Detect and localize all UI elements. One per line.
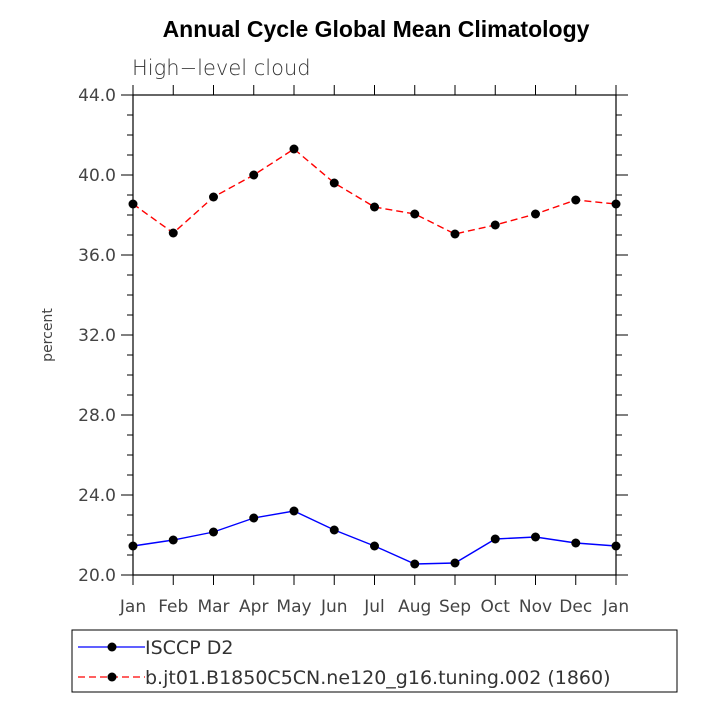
data-point-series-1 — [209, 192, 218, 202]
data-point-series-1 — [168, 228, 178, 238]
chart-subtitle: High−level cloud — [132, 56, 311, 80]
x-tick-label: Apr — [239, 597, 268, 617]
data-point-series-1 — [370, 202, 379, 212]
x-tick-label: Nov — [519, 597, 552, 617]
data-point-series-1 — [490, 220, 500, 230]
x-tick-label: Sep — [439, 597, 471, 617]
data-point-series-0 — [128, 541, 138, 551]
x-tick-label: Mar — [197, 597, 229, 617]
data-point-series-0 — [329, 525, 339, 535]
x-tick-label: May — [276, 597, 311, 617]
data-point-series-0 — [450, 558, 460, 568]
axes: 20.0 24.0 28.0 32.0 36.0 40.0 44.0 Jan Feb Mar Apr… — [78, 85, 629, 617]
legend-label-model: b.jt01.B1850C5CN.ne120_g16.tuning.002 (1… — [145, 667, 611, 689]
legend: ISCCP D2 b.jt01.B1850C5CN.ne120_g16.tuni… — [71, 629, 678, 693]
x-tick-label: Jul — [363, 597, 385, 617]
data-point-series-1 — [289, 144, 299, 154]
y-axis-label: percent — [40, 308, 56, 362]
series-line-1 — [132, 148, 617, 235]
x-tick-label: Feb — [158, 597, 188, 617]
x-tick-label: Aug — [398, 597, 431, 617]
data-point-series-0 — [571, 538, 581, 548]
data-point-series-1 — [450, 229, 460, 239]
data-point-series-0 — [249, 513, 259, 523]
y-tick-label: 44.0 — [78, 86, 116, 106]
x-tick-label: Oct — [481, 597, 511, 617]
y-tick-label: 20.0 — [78, 566, 116, 586]
legend-marker-model — [107, 672, 117, 682]
legend-marker-isccp — [107, 642, 117, 652]
data-point-series-0 — [410, 559, 420, 569]
y-tick-label: 36.0 — [78, 246, 116, 266]
x-tick-label: Jun — [320, 597, 348, 617]
series-layer — [128, 144, 621, 569]
y-tick-label: 40.0 — [78, 166, 116, 186]
data-point-series-0 — [168, 535, 178, 545]
data-point-series-1 — [571, 195, 581, 205]
y-tick-label: 32.0 — [78, 326, 116, 346]
data-point-series-0 — [531, 532, 540, 542]
data-point-series-0 — [490, 534, 500, 544]
series-line-0 — [132, 510, 617, 565]
data-point-series-1 — [611, 199, 621, 209]
data-point-series-0 — [209, 527, 218, 537]
x-tick-label: Jan — [602, 597, 629, 617]
y-tick-label: 24.0 — [78, 486, 116, 506]
data-point-series-1 — [329, 178, 339, 188]
data-point-series-1 — [410, 209, 420, 219]
data-point-series-0 — [611, 541, 621, 551]
data-point-series-0 — [289, 506, 299, 516]
data-point-series-1 — [249, 170, 259, 180]
data-point-series-0 — [370, 541, 379, 551]
data-point-series-1 — [531, 209, 540, 219]
chart-title: Annual Cycle Global Mean Climatology — [163, 16, 590, 42]
legend-label-isccp: ISCCP D2 — [145, 637, 233, 659]
plot-frame — [132, 94, 617, 576]
legend-box — [71, 629, 678, 693]
y-tick-label: 28.0 — [78, 406, 116, 426]
x-tick-label: Jan — [119, 597, 146, 617]
data-point-series-1 — [128, 199, 138, 209]
x-tick-label: Dec — [559, 597, 592, 617]
